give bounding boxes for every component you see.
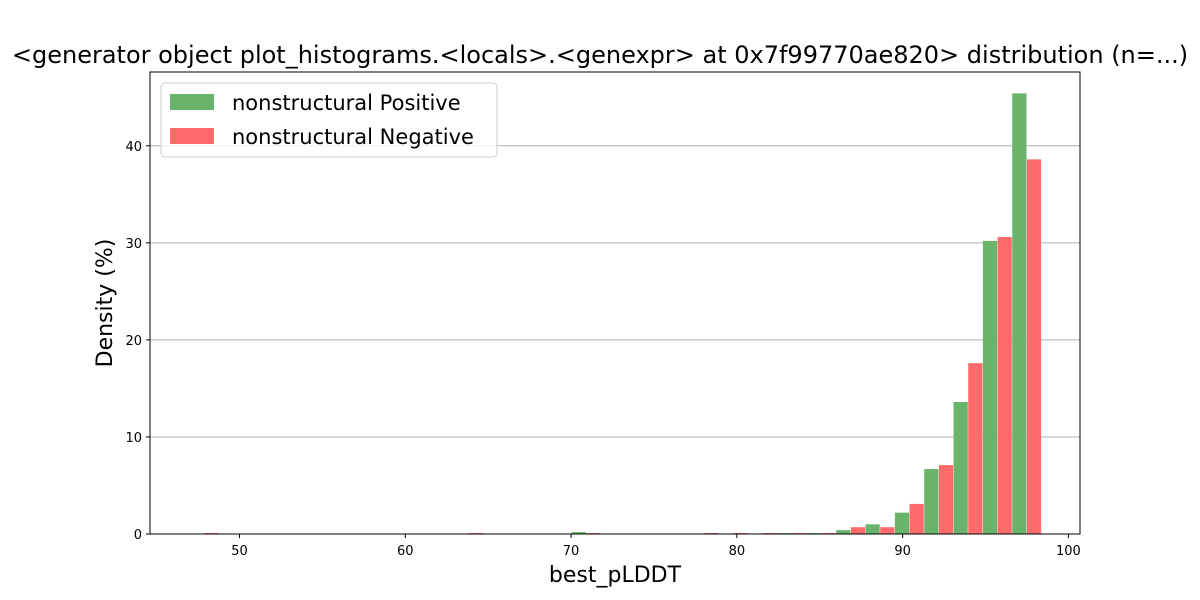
x-tick-label: 80: [729, 544, 746, 559]
bar-negative: [997, 237, 1012, 534]
legend: nonstructural Positive nonstructural Neg…: [160, 82, 498, 158]
y-tick-label: 40: [125, 140, 142, 155]
legend-swatch-positive: [170, 94, 214, 110]
legend-label-negative: nonstructural Negative: [232, 125, 474, 149]
x-tick-label: 70: [563, 544, 580, 559]
bar-positive: [1012, 93, 1027, 535]
chart-title: <generator object plot_histograms.<local…: [12, 41, 1188, 69]
bar-positive: [924, 468, 939, 534]
x-axis-label: best_pLDDT: [549, 563, 682, 588]
bar-positive: [865, 524, 880, 534]
bar-positive: [836, 530, 851, 534]
y-tick-label: 10: [125, 431, 142, 446]
y-tick-label: 0: [134, 528, 142, 543]
legend-swatch-negative: [170, 128, 214, 144]
bar-negative: [1026, 159, 1042, 534]
bar-negative: [850, 527, 866, 534]
x-tick-label: 90: [894, 544, 911, 559]
x-tick-label: 100: [1056, 544, 1081, 559]
legend-label-positive: nonstructural Positive: [232, 91, 461, 115]
x-tick-label: 60: [397, 544, 414, 559]
y-axis-label: Density (%): [93, 239, 118, 368]
plot-frame: [149, 71, 1081, 535]
bar-negative: [938, 465, 954, 534]
y-tick-label: 20: [125, 334, 142, 349]
bar-positive: [982, 240, 998, 534]
bar-negative: [880, 527, 895, 534]
x-tick-label: 50: [231, 544, 248, 559]
bars: [204, 93, 1042, 535]
bar-negative: [909, 503, 924, 534]
bar-positive: [953, 402, 968, 534]
bar-positive: [571, 532, 586, 534]
bar-positive: [894, 512, 910, 534]
x-axis-ticks: 50 60 70 80 90 100: [231, 534, 1081, 559]
bar-negative: [968, 363, 983, 534]
y-tick-label: 30: [125, 237, 142, 252]
y-axis-ticks: 0 10 20 30 40: [125, 140, 150, 543]
legend-box: [160, 82, 498, 158]
